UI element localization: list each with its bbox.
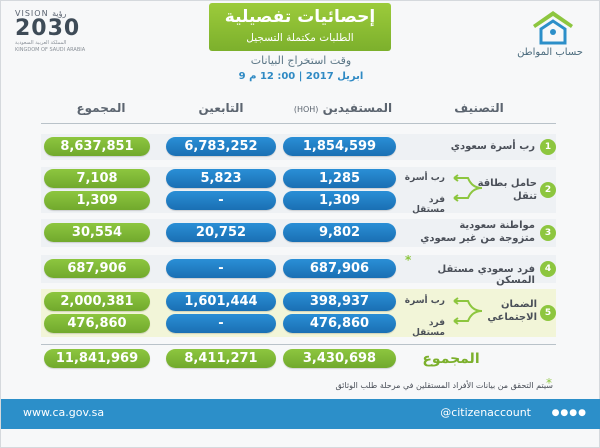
row2a-beneficiaries: 1,285 [283, 169, 396, 188]
extract-time-label: وقت استخراج البيانات [250, 54, 352, 67]
hoh-label: (HOH) [293, 105, 319, 114]
footnote: سيتم التحقق من بيانات الأفراد المستقلين … [335, 381, 554, 390]
row5-sub-label-individual: فرد مستقل [412, 318, 445, 338]
footer-bar: www.ca.gov.sa @citizenaccount ●●●● [1, 399, 600, 429]
row4-star: * [405, 253, 412, 267]
citizen-account-name: حساب المواطن [517, 47, 583, 58]
row3-label-line2: متزوجة من غير سعودي [420, 233, 535, 244]
row5-label-line1: الضمان [500, 299, 537, 310]
row1-dependents: 6,783,252 [166, 137, 276, 156]
vision-subtitle: المملكة العربية السعودية KINGDOM OF SAUD… [15, 40, 86, 53]
header-divider [41, 123, 556, 124]
row2b-dependents: - [166, 191, 276, 210]
page-subtitle: الطلبات مكتملة التسجيل [246, 32, 354, 44]
row5b-dependents: - [166, 314, 276, 333]
column-header-dependents: التابعين [198, 101, 244, 115]
row2-sub-label-individual: فرد مستقل [412, 195, 445, 215]
row5-label-line2: الاجتماعي [487, 312, 537, 323]
note-star: * [546, 376, 552, 390]
extract-date: 9 ابريل 2017 | 00: 12 م [238, 71, 364, 82]
row3-dependents: 20,752 [166, 223, 276, 242]
row5-sub-label-head: رب أسرة [404, 296, 445, 306]
row5a-dependents: 1,601,444 [166, 292, 276, 311]
beneficiaries-label: المستفيدين [322, 101, 393, 115]
row4-beneficiaries: 687,906 [283, 259, 396, 278]
row3-beneficiaries: 9,802 [283, 223, 396, 242]
row5a-beneficiaries: 398,937 [283, 292, 396, 311]
row5-number: 5 [540, 305, 556, 321]
grand-total-beneficiaries: 3,430,698 [283, 349, 396, 368]
social-handle[interactable]: @citizenaccount [440, 406, 531, 419]
row4-dependents: - [166, 259, 276, 278]
column-header-total: المجموع [76, 101, 126, 115]
column-header-classification: التصنيف [454, 101, 504, 115]
row3-number: 3 [540, 225, 556, 241]
row2-label: حامل بطاقة تنقل [477, 178, 537, 202]
row4-label: فرد سعودي مستقل المسكن [437, 264, 535, 286]
title-banner: إحصائيات تفصيلية الطلبات مكتملة التسجيل [209, 3, 391, 51]
social-icons: ●●●● [552, 408, 587, 418]
vision-year: 2030 [15, 16, 81, 41]
column-header-beneficiaries: (HOH) المستفيدين [283, 101, 403, 115]
row1-number: 1 [540, 139, 556, 155]
snapchat-icon[interactable]: ● [578, 408, 587, 418]
row2-number: 2 [540, 182, 556, 198]
row4-number: 4 [540, 261, 556, 277]
branch-arrow-icon [453, 297, 483, 325]
vision-2030-logo: VISION رؤية 2030 المملكة العربية السعودي… [15, 9, 91, 54]
row1-total: 8,637,851 [44, 137, 150, 156]
row2-sub-label-head: رب أسرة [404, 173, 445, 183]
grand-total-total: 11,841,969 [44, 349, 150, 368]
vision-word: VISION رؤية [15, 9, 67, 18]
website-link[interactable]: www.ca.gov.sa [23, 406, 105, 419]
row5b-beneficiaries: 476,860 [283, 314, 396, 333]
row2a-dependents: 5,823 [166, 169, 276, 188]
row2a-total: 7,108 [44, 169, 150, 188]
row1-beneficiaries: 1,854,599 [283, 137, 396, 156]
page-title: إحصائيات تفصيلية [224, 7, 376, 27]
instagram-icon[interactable]: ● [560, 408, 570, 418]
branch-arrow-icon [453, 174, 483, 202]
twitter-icon[interactable]: ● [551, 408, 561, 418]
row2b-beneficiaries: 1,309 [283, 191, 396, 210]
row3-total: 30,554 [44, 223, 150, 242]
row4-total: 687,906 [44, 259, 150, 278]
citizen-account-logo-icon [533, 11, 573, 45]
row5a-total: 2,000,381 [44, 292, 150, 311]
grand-total-dependents: 8,411,271 [166, 349, 276, 368]
youtube-icon[interactable]: ● [569, 408, 579, 418]
row2b-total: 1,309 [44, 191, 150, 210]
grand-total-label: المجموع [422, 351, 480, 367]
row3-label-line1: مواطنة سعودية [459, 220, 535, 231]
total-divider [41, 344, 556, 345]
row1-label: رب أسرة سعودي [450, 141, 535, 152]
row5b-total: 476,860 [44, 314, 150, 333]
